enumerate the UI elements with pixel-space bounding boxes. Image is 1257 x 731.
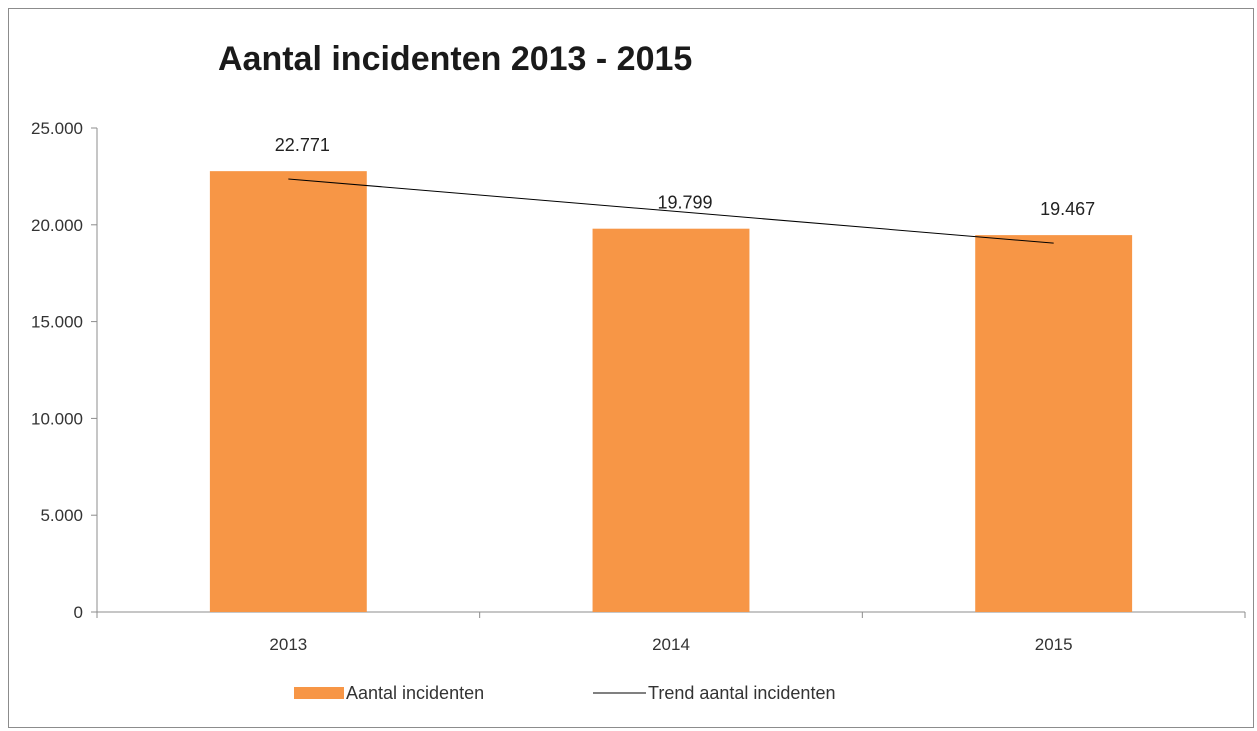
- bar: [209, 171, 367, 612]
- bar: [592, 228, 750, 613]
- y-tick-label: 20.000: [31, 216, 83, 235]
- legend-label-line: Trend aantal incidenten: [648, 683, 835, 703]
- data-label: 22.771: [275, 135, 330, 155]
- y-axis-ticks: 0 5.000 10.000 15.000 20.000 25.000: [31, 119, 97, 622]
- legend: Aantal incidenten Trend aantal incidenten: [294, 683, 835, 703]
- legend-label-bar: Aantal incidenten: [346, 683, 484, 703]
- bar: [975, 235, 1133, 612]
- y-tick-label: 15.000: [31, 313, 83, 332]
- trend-line: [288, 178, 1054, 244]
- y-tick-label: 0: [74, 603, 83, 622]
- x-tick-label: 2014: [652, 635, 690, 654]
- data-labels: 22.771 19.799 19.467: [275, 135, 1095, 219]
- x-axis-ticks: 2013 2014 2015: [96, 612, 1246, 654]
- y-tick-label: 10.000: [31, 409, 83, 428]
- data-label: 19.799: [657, 193, 712, 213]
- y-tick-label: 5.000: [40, 506, 83, 525]
- chart-title: Aantal incidenten 2013 - 2015: [218, 40, 692, 78]
- trend-series: [288, 178, 1054, 244]
- x-tick-label: 2013: [269, 635, 307, 654]
- data-label: 19.467: [1040, 199, 1095, 219]
- x-tick-label: 2015: [1035, 635, 1073, 654]
- y-tick-label: 25.000: [31, 119, 83, 138]
- bar-series: [209, 171, 1133, 613]
- legend-swatch-bar: [294, 687, 344, 699]
